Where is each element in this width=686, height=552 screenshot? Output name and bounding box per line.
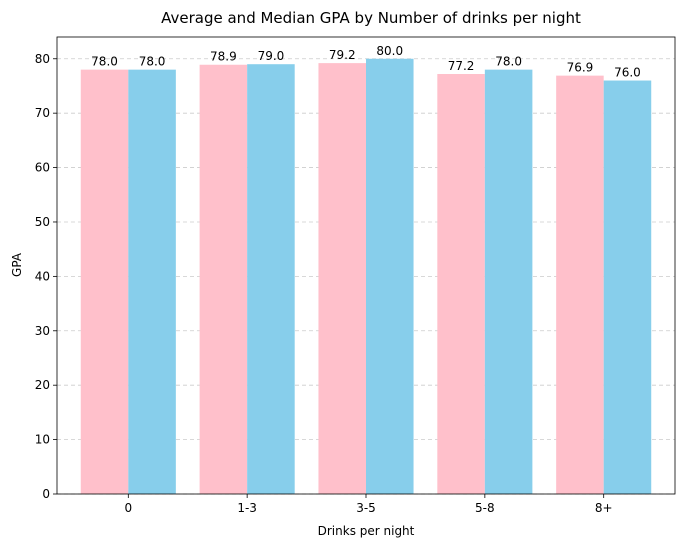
y-tick-label: 30 — [35, 324, 50, 338]
y-tick-label: 10 — [35, 433, 50, 447]
bar-average-1-3 — [199, 64, 248, 494]
data-labels: 78.0 78.0 78.9 79.0 79.2 80.0 77.2 78.0 76.9 76.0 — [91, 44, 641, 80]
x-tick-label: 1-3 — [237, 501, 257, 515]
bar-median-1-3 — [247, 64, 295, 494]
chart-title: Average and Median GPA by Number of drin… — [161, 9, 581, 27]
y-axis-label: GPA — [10, 252, 24, 277]
data-label: 79.0 — [258, 49, 285, 63]
x-tick-label: 0 — [124, 501, 132, 515]
y-tick-label: 40 — [35, 269, 50, 283]
data-label: 76.9 — [567, 61, 594, 75]
y-tick-label: 70 — [35, 106, 50, 120]
data-label: 78.0 — [139, 55, 166, 69]
data-label: 78.0 — [91, 55, 118, 69]
bar-median-3-5 — [366, 58, 414, 495]
bars — [80, 58, 652, 495]
x-tick-label: 8+ — [595, 501, 613, 515]
bar-average-8+ — [556, 75, 604, 494]
data-label: 78.9 — [210, 50, 237, 64]
bar-average-0 — [80, 69, 129, 495]
x-tick-label: 3-5 — [356, 501, 376, 515]
data-label: 80.0 — [376, 44, 403, 58]
data-label: 78.0 — [495, 55, 522, 69]
data-label: 79.2 — [329, 48, 356, 62]
bar-average-5-8 — [437, 73, 485, 494]
data-label: 76.0 — [614, 66, 641, 80]
data-label: 77.2 — [448, 59, 475, 73]
bar-median-8+ — [603, 80, 652, 495]
bar-median-5-8 — [484, 69, 533, 495]
x-tick-label: 5-8 — [475, 501, 495, 515]
x-axis-label: Drinks per night — [318, 524, 415, 538]
plot-frame — [56, 36, 676, 495]
y-tick-label: 0 — [42, 487, 50, 501]
y-tick-label: 50 — [35, 215, 50, 229]
y-tick-label: 20 — [35, 378, 50, 392]
bar-median-0 — [128, 69, 176, 495]
y-tick-label: 80 — [35, 52, 50, 66]
axes: 0 10 20 30 40 50 60 70 80 0 1-3 3-5 5-8 8+ — [35, 36, 676, 515]
y-tick-label: 60 — [35, 161, 50, 175]
bar-average-3-5 — [318, 63, 366, 494]
